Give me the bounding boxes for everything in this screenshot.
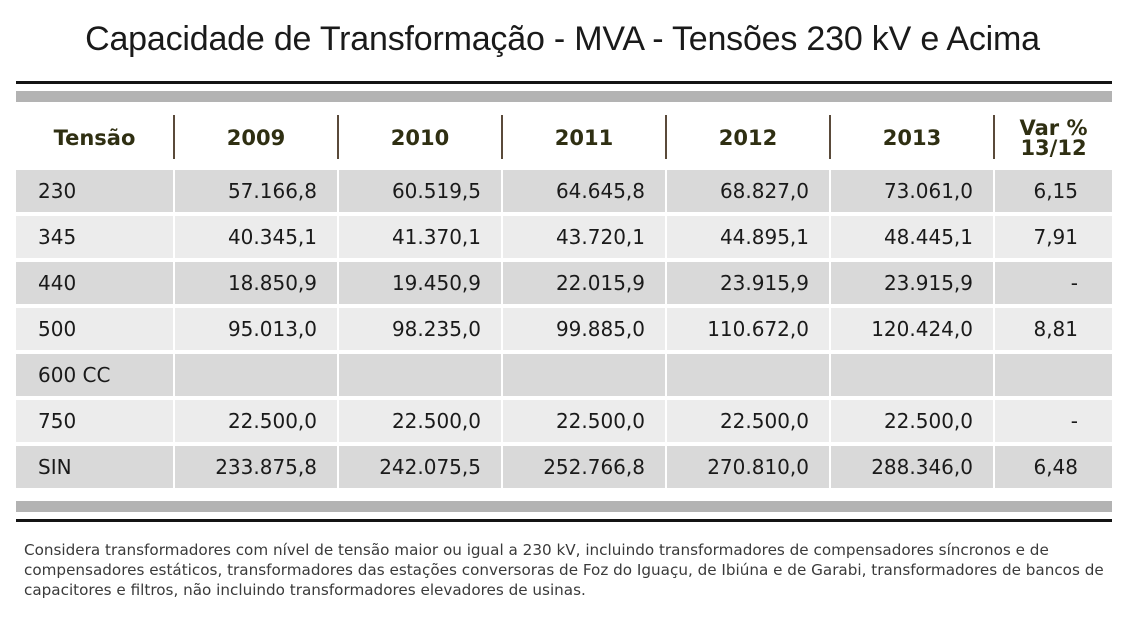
variation-cell [995,354,1112,396]
row-label-cell: 500 [16,308,173,350]
header-2010: 2010 [390,126,450,150]
row-label-cell: 440 [16,262,173,304]
value-cell: 23.915,9 [831,262,993,304]
bottom-divider [16,519,1112,522]
variation-cell: 7,91 [995,216,1112,258]
variation-cell: 6,15 [995,170,1112,212]
table-row: 345 40.345,1 41.370,1 43.720,1 44.895,1 48.44… [16,216,1112,258]
value-cell: 233.875,8 [175,446,337,488]
top-divider [16,81,1112,84]
value-cell [503,354,665,396]
value-cell: 68.827,0 [667,170,829,212]
value-cell: 22.500,0 [667,400,829,442]
row-label-cell: 345 [16,216,173,258]
value-cell [339,354,501,396]
header-separator [337,115,339,159]
value-cell [831,354,993,396]
value-cell: 57.166,8 [175,170,337,212]
table-row: 230 57.166,8 60.519,5 64.645,8 68.827,0 73.06… [16,170,1112,212]
value-cell: 95.013,0 [175,308,337,350]
variation-cell: - [995,262,1112,304]
variation-cell: 6,48 [995,446,1112,488]
variation-cell: 8,81 [995,308,1112,350]
value-cell: 270.810,0 [667,446,829,488]
header-2009: 2009 [226,126,286,150]
variation-cell: - [995,400,1112,442]
value-cell: 41.370,1 [339,216,501,258]
value-cell [175,354,337,396]
table-row: 600 CC [16,354,1112,396]
header-2011: 2011 [554,126,614,150]
header-separator [173,115,175,159]
bottom-band [16,501,1112,512]
header-2013: 2013 [882,126,942,150]
row-label-cell: SIN [16,446,173,488]
table-row: 750 22.500,0 22.500,0 22.500,0 22.500,0 22.50… [16,400,1112,442]
value-cell: 22.500,0 [831,400,993,442]
header-2012: 2012 [718,126,778,150]
value-cell: 48.445,1 [831,216,993,258]
header-separator [829,115,831,159]
value-cell: 18.850,9 [175,262,337,304]
value-cell: 252.766,8 [503,446,665,488]
page-title: Capacidade de Transformação - MVA - Tens… [85,20,1040,58]
table-row: 500 95.013,0 98.235,0 99.885,0 110.672,0 120.… [16,308,1112,350]
value-cell: 73.061,0 [831,170,993,212]
value-cell: 23.915,9 [667,262,829,304]
value-cell: 110.672,0 [667,308,829,350]
value-cell: 64.645,8 [503,170,665,212]
value-cell: 44.895,1 [667,216,829,258]
value-cell: 22.500,0 [503,400,665,442]
table-header: Tensão 2009 2010 2011 2012 2013 Var % 13… [16,112,1112,164]
value-cell: 60.519,5 [339,170,501,212]
row-label-cell: 230 [16,170,173,212]
top-band [16,91,1112,102]
value-cell: 22.500,0 [339,400,501,442]
value-cell: 288.346,0 [831,446,993,488]
value-cell: 22.015,9 [503,262,665,304]
value-cell: 22.500,0 [175,400,337,442]
value-cell: 99.885,0 [503,308,665,350]
header-tensao: Tensão [53,126,136,150]
table-row: SIN 233.875,8 242.075,5 252.766,8 270.810,0 2… [16,446,1112,488]
header-separator [993,115,995,159]
value-cell: 120.424,0 [831,308,993,350]
value-cell: 43.720,1 [503,216,665,258]
value-cell: 242.075,5 [339,446,501,488]
value-cell [667,354,829,396]
value-cell: 40.345,1 [175,216,337,258]
row-label-cell: 750 [16,400,173,442]
header-var-line1: Var % [1019,116,1088,140]
header-var: Var % 13/12 [995,112,1112,164]
header-separator [501,115,503,159]
value-cell: 19.450,9 [339,262,501,304]
table-row: 440 18.850,9 19.450,9 22.015,9 23.915,9 23.91… [16,262,1112,304]
row-label-cell: 600 CC [16,354,173,396]
footnote: Considera transformadores com nível de t… [24,541,1104,599]
value-cell: 98.235,0 [339,308,501,350]
header-separator [665,115,667,159]
header-var-line2: 13/12 [1020,136,1087,160]
